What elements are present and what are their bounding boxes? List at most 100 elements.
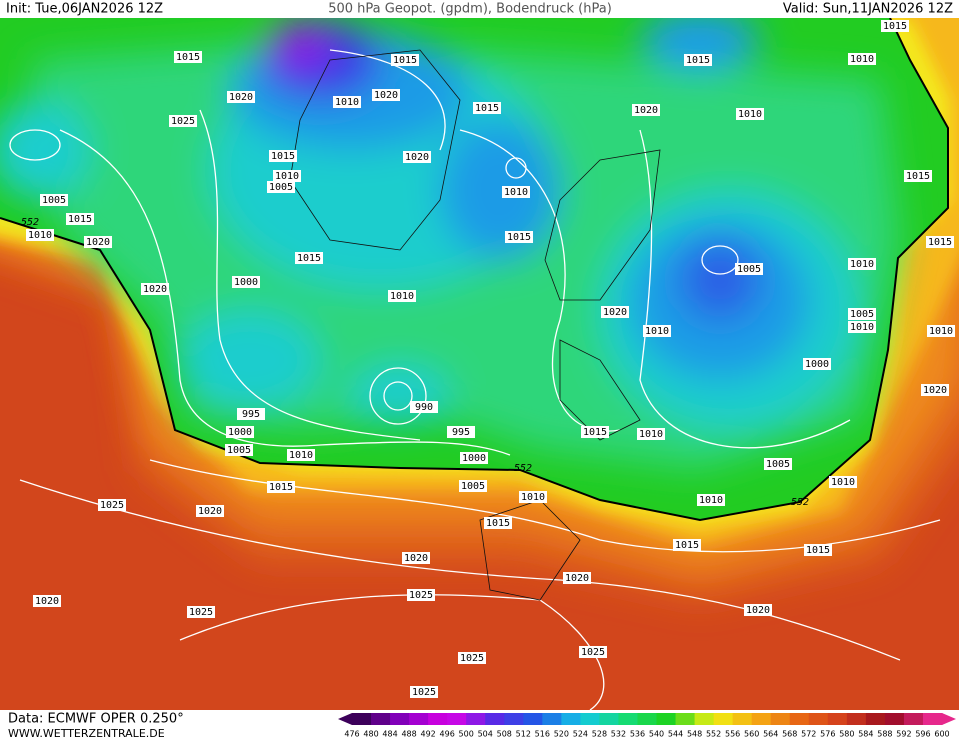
map-field: [0, 18, 959, 710]
isobar-label: 1000: [228, 427, 252, 438]
isobar-label: 1015: [507, 232, 531, 243]
colorbar-swatch: [409, 713, 429, 725]
isobar-label: 1025: [412, 687, 436, 698]
colorbar-swatch: [694, 713, 715, 725]
isobar-label-box: [460, 452, 488, 464]
colorbar-label: 484: [382, 730, 397, 739]
isobar-label: 1020: [923, 385, 947, 396]
isobar-label: 1015: [883, 21, 907, 32]
isobar-label: 1010: [831, 477, 855, 488]
colorbar-swatch: [428, 713, 448, 725]
map-title: 500 hPa Geopot. (gpdm), Bodendruck (hPa): [328, 2, 612, 17]
isobar-label: 1005: [269, 182, 293, 193]
isobar-label-box: [410, 401, 438, 413]
colorbar-label: 548: [687, 730, 702, 739]
colorbar-swatch: [846, 713, 867, 725]
colorbar-swatch: [485, 713, 505, 725]
colorbar-label: 476: [344, 730, 359, 739]
isobar-label: 1025: [171, 116, 195, 127]
isobar-label: 1020: [374, 90, 398, 101]
isobar-label-box: [519, 491, 547, 503]
colorbar-label: 532: [611, 730, 626, 739]
isobar-label-box: [684, 54, 712, 66]
isobar-label-box: [881, 20, 909, 32]
isobar-label: 1015: [393, 55, 417, 66]
colorbar-label: 500: [459, 730, 474, 739]
isobar-label-box: [473, 102, 501, 114]
isobar-label: 1010: [738, 109, 762, 120]
colorbar-label: 596: [915, 730, 930, 739]
isobar-label-box: [267, 181, 295, 193]
isobar-label: 1010: [275, 171, 299, 182]
colorbar-label: 492: [420, 730, 435, 739]
isobar-label: 1015: [176, 52, 200, 63]
isobar-label-box: [764, 458, 792, 470]
isobar-label: 1010: [645, 326, 669, 337]
isobar-label: 1010: [699, 495, 723, 506]
isobar-label-box: [403, 151, 431, 163]
isobar-label: 1010: [521, 492, 545, 503]
isobar-label: 1010: [289, 450, 313, 461]
isobar-label-box: [459, 480, 487, 492]
colorbar-label: 520: [554, 730, 569, 739]
isobar-label: 1000: [234, 277, 258, 288]
isobar-label: 1020: [143, 284, 167, 295]
colorbar-swatch: [580, 713, 600, 725]
colorbar-swatch: [903, 713, 924, 725]
isobar-label-box: [333, 96, 361, 108]
isobar-label-box: [447, 426, 475, 438]
isobar-label-box: [736, 108, 764, 120]
data-source: Data: ECMWF OPER 0.250°: [8, 712, 184, 727]
isobar-label-box: [410, 686, 438, 698]
isobar-label: 1015: [297, 253, 321, 264]
isobar-label: 1005: [42, 195, 66, 206]
colorbar-label: 516: [535, 730, 550, 739]
colorbar-label: 580: [839, 730, 854, 739]
isobar-label-box: [926, 236, 954, 248]
colorbar-swatch: [466, 713, 486, 725]
colorbar-label: 488: [401, 730, 416, 739]
isobar-label-box: [141, 283, 169, 295]
colorbar-swatch: [884, 713, 905, 725]
colorbar-swatch: [561, 713, 581, 725]
isobar-label: 1015: [686, 55, 710, 66]
isobar-label: 1025: [581, 647, 605, 658]
colorbar-swatch: [371, 713, 391, 725]
height-label: 552: [21, 217, 39, 228]
isobar-label: 1010: [335, 97, 359, 108]
colorbar-label: 560: [744, 730, 759, 739]
isobar-label-box: [927, 325, 955, 337]
isobar-label-box: [848, 321, 876, 333]
colorbar-arrow-high: [942, 713, 956, 725]
isobar-label: 1000: [462, 453, 486, 464]
website: WWW.WETTERZENTRALE.DE: [8, 727, 165, 740]
isobar-label-box: [196, 505, 224, 517]
colorbar-swatch: [447, 713, 467, 725]
colorbar-swatch: [352, 713, 372, 725]
isobar-label-box: [402, 552, 430, 564]
isobar-label-box: [267, 481, 295, 493]
colorbar-label: 600: [934, 730, 949, 739]
isobar-label: 1010: [850, 322, 874, 333]
isobar-label-box: [502, 186, 530, 198]
isobar-label: 1010: [850, 54, 874, 65]
isobar-label: 1010: [850, 259, 874, 270]
isobar-label-box: [388, 290, 416, 302]
isobar-label: 1020: [35, 596, 59, 607]
isobar-label-box: [904, 170, 932, 182]
colorbar-label: 588: [877, 730, 892, 739]
isobar-label-box: [804, 544, 832, 556]
isobar-label: 1015: [583, 427, 607, 438]
colorbar-label: 536: [630, 730, 645, 739]
isobar-label-box: [273, 170, 301, 182]
colorbar-label: 528: [592, 730, 607, 739]
isobar-label-box: [744, 604, 772, 616]
isobar-label-box: [372, 89, 400, 101]
isobar-label: 995: [452, 427, 470, 438]
isobar-label-box: [295, 252, 323, 264]
isobar-label: 995: [242, 409, 260, 420]
colorbar-arrow-low: [338, 713, 352, 725]
colorbar-label: 496: [440, 730, 455, 739]
isobar-label: 1015: [806, 545, 830, 556]
